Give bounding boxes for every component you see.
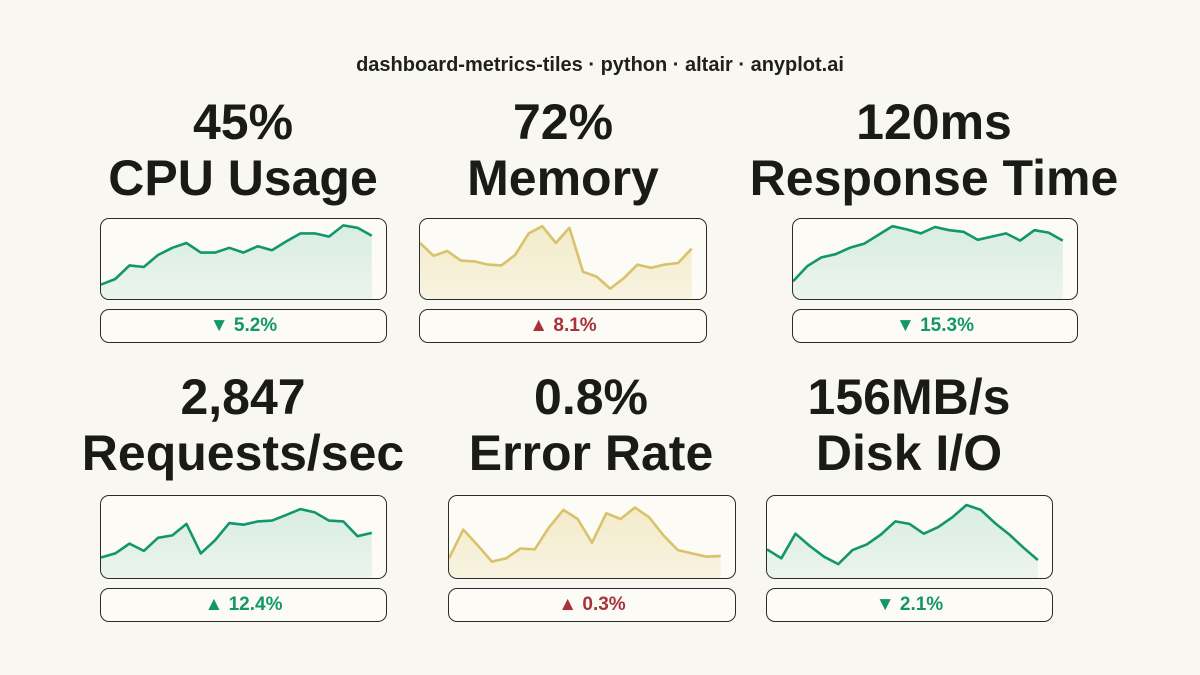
sparkline-area: [420, 226, 692, 299]
sparkline-area: [793, 226, 1063, 299]
sparkline-line: [101, 507, 373, 559]
sparkline-area: [101, 509, 372, 578]
delta-badge: ▲ 0.3%: [448, 588, 736, 622]
sparkline-chart: [100, 218, 387, 300]
sparkline-svg: [101, 224, 373, 299]
sparkline-area: [767, 505, 1038, 578]
metric-label: Error Rate: [468, 425, 714, 481]
sparkline-svg: [420, 224, 693, 299]
delta-badge: ▼ 2.1%: [766, 588, 1053, 622]
sparkline-svg: [101, 507, 373, 578]
sparkline-chart: [448, 495, 736, 579]
delta-badge: ▲ 12.4%: [100, 588, 387, 622]
sparkline-svg: [793, 224, 1064, 299]
delta-badge: ▼ 5.2%: [100, 309, 387, 343]
sparkline-line: [101, 224, 373, 286]
delta-badge: ▼ 15.3%: [792, 309, 1078, 343]
metric-label: Disk I/O: [815, 425, 1003, 481]
sparkline-area: [449, 507, 721, 578]
page-title: dashboard-metrics-tiles · python · altai…: [356, 54, 844, 76]
metric-value: 72%: [512, 94, 614, 150]
sparkline-svg: [449, 506, 721, 578]
sparkline-chart: [419, 218, 707, 300]
metric-label: CPU Usage: [108, 150, 378, 206]
sparkline-line: [420, 224, 693, 290]
sparkline-chart: [792, 218, 1078, 300]
metric-value: 120ms: [856, 94, 1012, 150]
sparkline-area: [101, 225, 372, 299]
sparkline-line: [449, 506, 721, 563]
metric-value: 45%: [192, 94, 294, 150]
sparkline-chart: [100, 495, 387, 579]
metric-label: Response Time: [749, 150, 1119, 206]
metric-label: Memory: [467, 150, 659, 206]
metric-value: 156MB/s: [807, 369, 1011, 425]
sparkline-svg: [767, 503, 1039, 578]
sparkline-chart: [766, 495, 1053, 579]
sparkline-line: [767, 503, 1039, 566]
delta-badge: ▲ 8.1%: [419, 309, 707, 343]
sparkline-line: [793, 224, 1064, 283]
metric-value: 0.8%: [534, 369, 648, 425]
metric-value: 2,847: [180, 369, 306, 425]
metric-label: Requests/sec: [81, 425, 405, 481]
